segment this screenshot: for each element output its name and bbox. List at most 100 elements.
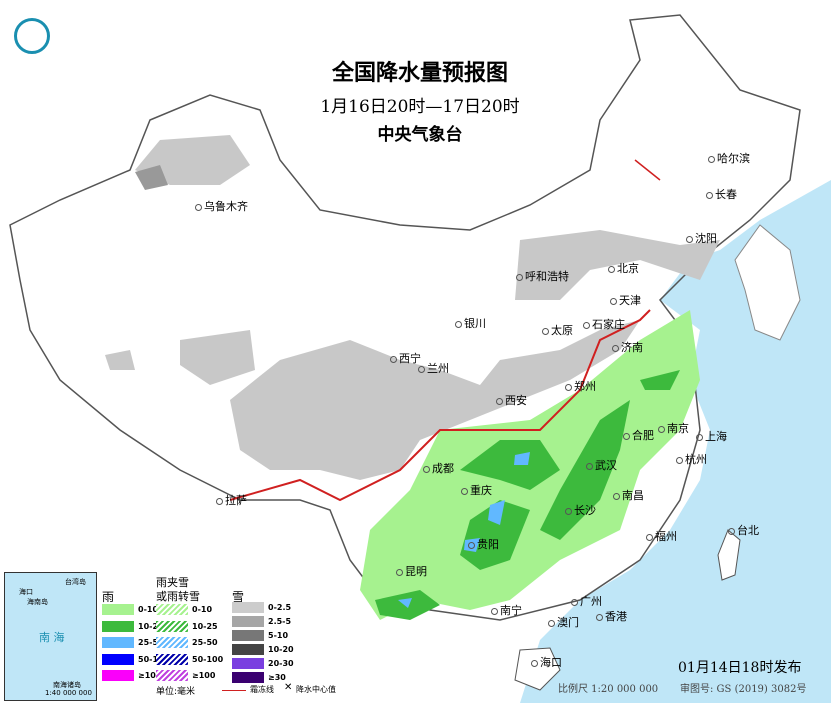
freeze-line-symbol	[222, 690, 246, 691]
legend-swatch-sleet	[156, 637, 188, 648]
map-scale: 比例尺 1:20 000 000	[558, 684, 659, 695]
legend-label-rain: 10-25	[138, 621, 164, 631]
legend-swatch-snow	[232, 644, 264, 655]
taiwan	[717, 529, 741, 581]
freeze-line-ne	[634, 159, 661, 181]
agency-name: 中央气象台	[377, 125, 463, 145]
legend-label-snow: ≥30	[268, 673, 286, 682]
legend-label-rain: 0-10	[138, 605, 159, 614]
city-label: 香港	[596, 608, 627, 624]
snow-west	[230, 320, 640, 480]
city-label: 兰州	[418, 360, 449, 376]
legend-label-rain: ≥100	[138, 671, 162, 680]
city-label: 杭州	[676, 451, 707, 467]
city-label: 济南	[612, 339, 643, 355]
city-label: 拉萨	[216, 492, 247, 508]
map-title: 全国降水量预报图	[331, 61, 508, 86]
snow-xinjiang	[135, 135, 250, 185]
city-label: 哈尔滨	[708, 150, 750, 166]
city-label: 郑州	[565, 378, 596, 394]
city-label: 太原	[542, 322, 573, 338]
city-label: 长春	[706, 186, 737, 202]
legend-swatch-snow	[232, 658, 264, 669]
legend-swatch-sleet	[156, 604, 188, 615]
forecast-period: 1月16日20时—17日20时	[320, 97, 520, 117]
city-label: 台北	[728, 522, 759, 538]
city-label: 长沙	[565, 502, 596, 518]
legend-swatch-snow	[232, 602, 264, 613]
approval-number: 审图号: GS (2019) 3082号	[680, 684, 807, 695]
cma-logo-icon	[14, 18, 50, 54]
snow-tibet	[105, 330, 255, 385]
legend-label-sleet: 0-10	[192, 605, 213, 614]
legend-swatch-sleet	[156, 653, 188, 665]
legend-label-sleet: 10-25	[192, 621, 218, 631]
city-label: 海口	[531, 654, 562, 670]
legend-unit: 单位:毫米	[156, 687, 196, 697]
legend: 雨 雨夹雪 或雨转雪 雪 0-10 10-25 25-50 50-100 ≥100 0-1…	[98, 572, 336, 699]
legend-swatch-rain	[102, 620, 134, 632]
legend-sleet-title: 雨夹雪	[156, 576, 189, 589]
legend-swatch-rain	[102, 604, 134, 615]
city-label: 贵阳	[468, 536, 499, 552]
city-label: 合肥	[623, 427, 654, 443]
city-label: 南宁	[491, 602, 522, 618]
city-label: 天津	[610, 292, 641, 308]
legend-freeze-line: 霜冻线	[250, 685, 274, 694]
legend-snow-title: 雪	[232, 590, 245, 604]
city-label: 银川	[455, 315, 486, 331]
city-label: 澳门	[548, 614, 579, 630]
legend-swatch-rain	[102, 670, 134, 681]
legend-swatch-sleet	[156, 620, 188, 632]
city-label: 西宁	[390, 350, 421, 366]
legend-center-value: 降水中心值	[296, 685, 336, 694]
city-label: 沈阳	[686, 230, 717, 246]
city-label: 武汉	[586, 457, 617, 473]
inset-label: 南海诸岛	[53, 681, 81, 689]
city-label: 广州	[571, 593, 602, 609]
legend-swatch-rain	[102, 653, 134, 665]
x-mark-icon: ✕	[284, 682, 293, 693]
inset-scale: 1:40 000 000	[45, 689, 92, 697]
city-label: 西安	[496, 392, 527, 408]
city-label: 昆明	[396, 563, 427, 579]
legend-swatch-rain	[102, 637, 134, 648]
inset-label: 台湾岛	[65, 578, 86, 586]
city-label: 石家庄	[583, 316, 625, 332]
city-label: 乌鲁木齐	[195, 198, 248, 214]
city-label: 北京	[608, 260, 639, 276]
rain-moderate	[375, 370, 680, 620]
legend-swatch-sleet	[156, 670, 188, 681]
legend-swatch-snow	[232, 616, 264, 627]
city-label: 呼和浩特	[516, 268, 569, 284]
legend-sleet-title: 或雨转雪	[156, 590, 200, 603]
inset-label: 海南岛	[27, 598, 48, 606]
legend-swatch-snow	[232, 630, 264, 641]
snow-xinjiang-heavy	[135, 165, 168, 190]
city-label: 上海	[696, 428, 727, 444]
legend-label-rain: 50-100	[138, 654, 170, 664]
china-outline	[9, 14, 801, 621]
city-label: 福州	[646, 528, 677, 544]
legend-swatch-snow	[232, 672, 264, 683]
legend-label-snow: 0-2.5	[268, 603, 292, 612]
city-label: 南昌	[613, 487, 644, 503]
south-china-sea-inset: 台湾岛 海口 海南岛 南 海 南海诸岛 1:40 000 000	[4, 572, 97, 701]
city-label: 成都	[423, 460, 454, 476]
city-label: 重庆	[461, 482, 492, 498]
legend-label-sleet: 50-100	[192, 654, 224, 664]
legend-label-snow: 2.5-5	[268, 617, 292, 626]
legend-rain-title: 雨	[102, 590, 115, 604]
legend-label-snow: 10-20	[268, 645, 294, 654]
issue-time: 01月14日18时发布	[678, 660, 802, 676]
legend-label-sleet: 25-50	[192, 638, 218, 647]
inset-label: 南 海	[39, 631, 65, 644]
legend-label-snow: 20-30	[268, 659, 294, 668]
legend-label-sleet: ≥100	[192, 671, 216, 680]
legend-label-rain: 25-50	[138, 638, 164, 647]
korea-peninsula	[734, 224, 801, 341]
inset-label: 海口	[19, 588, 33, 596]
legend-label-snow: 5-10	[268, 631, 289, 640]
city-label: 南京	[658, 420, 689, 436]
